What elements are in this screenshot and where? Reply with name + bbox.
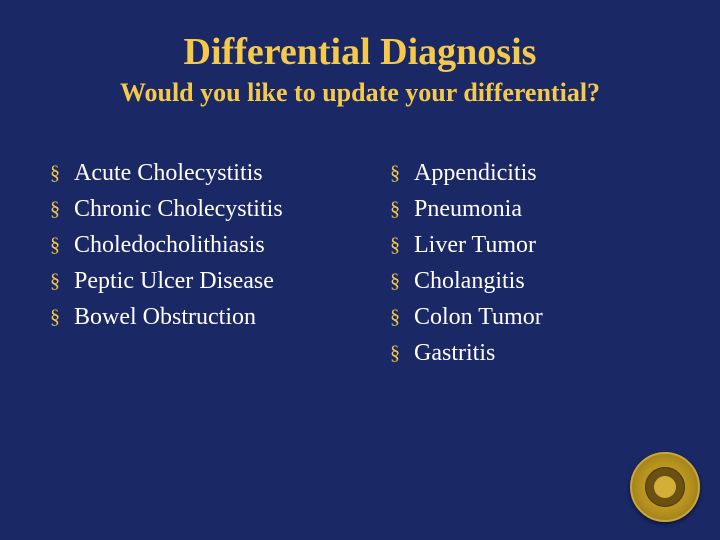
list-item: § Pneumonia — [390, 194, 670, 224]
item-text: Acute Cholecystitis — [74, 158, 263, 188]
bullet-icon: § — [50, 158, 60, 188]
item-text: Chronic Cholecystitis — [74, 194, 283, 224]
item-text: Gastritis — [414, 338, 495, 368]
content-columns: § Acute Cholecystitis § Chronic Cholecys… — [40, 158, 680, 374]
list-item: § Acute Cholecystitis — [50, 158, 330, 188]
bullet-icon: § — [390, 302, 400, 332]
slide: Differential Diagnosis Would you like to… — [0, 0, 720, 540]
item-text: Colon Tumor — [414, 302, 543, 332]
item-text: Choledocholithiasis — [74, 230, 265, 260]
list-item: § Choledocholithiasis — [50, 230, 330, 260]
list-item: § Peptic Ulcer Disease — [50, 266, 330, 296]
bullet-icon: § — [50, 230, 60, 260]
list-item: § Cholangitis — [390, 266, 670, 296]
bullet-icon: § — [390, 266, 400, 296]
bullet-icon: § — [390, 338, 400, 368]
bullet-icon: § — [50, 266, 60, 296]
bullet-icon: § — [390, 230, 400, 260]
right-column: § Appendicitis § Pneumonia § Liver Tumor… — [390, 158, 670, 374]
list-item: § Liver Tumor — [390, 230, 670, 260]
association-seal-icon — [630, 452, 700, 522]
item-text: Liver Tumor — [414, 230, 536, 260]
seal-center — [654, 476, 676, 498]
list-item: § Bowel Obstruction — [50, 302, 330, 332]
seal-inner-ring — [645, 467, 685, 507]
list-item: § Chronic Cholecystitis — [50, 194, 330, 224]
slide-subtitle: Would you like to update your differenti… — [40, 78, 680, 108]
bullet-icon: § — [50, 194, 60, 224]
bullet-icon: § — [50, 302, 60, 332]
bullet-icon: § — [390, 158, 400, 188]
item-text: Peptic Ulcer Disease — [74, 266, 274, 296]
item-text: Appendicitis — [414, 158, 537, 188]
bullet-icon: § — [390, 194, 400, 224]
slide-title: Differential Diagnosis — [40, 30, 680, 74]
list-item: § Colon Tumor — [390, 302, 670, 332]
item-text: Pneumonia — [414, 194, 522, 224]
left-column: § Acute Cholecystitis § Chronic Cholecys… — [50, 158, 330, 374]
list-item: § Appendicitis — [390, 158, 670, 188]
list-item: § Gastritis — [390, 338, 670, 368]
item-text: Bowel Obstruction — [74, 302, 256, 332]
seal-outer-ring — [630, 452, 700, 522]
item-text: Cholangitis — [414, 266, 525, 296]
